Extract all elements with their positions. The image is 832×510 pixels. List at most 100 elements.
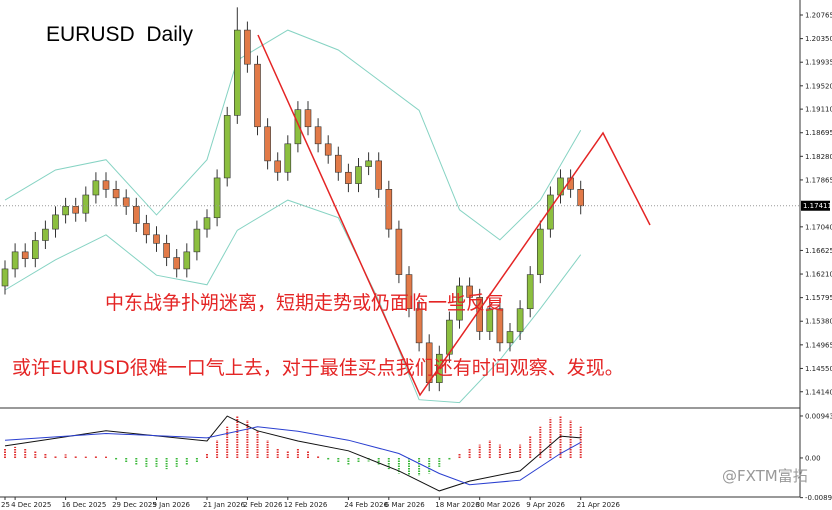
candle-body: [334, 154, 342, 173]
candle-body: [324, 143, 332, 156]
candle-body: [72, 206, 79, 214]
x-tick-label: 9 Jan 2026: [153, 501, 191, 509]
candle-body: [365, 160, 372, 167]
candle-body: [203, 217, 211, 230]
candle-body: [213, 177, 221, 219]
candle-body: [92, 180, 100, 196]
candle-body: [405, 274, 413, 310]
y-tick-label: 1.19110: [805, 106, 832, 114]
y-tick-label: 1.20350: [805, 35, 832, 43]
current-price-label: 1.17411: [803, 202, 832, 210]
candle-body: [234, 29, 241, 116]
candle-body: [557, 177, 564, 196]
x-tick-label: 21 Apr 2026: [577, 501, 621, 509]
candle-body: [42, 228, 49, 241]
x-tick-label: 30 Mar 2026: [476, 501, 521, 509]
candle-body: [466, 285, 473, 298]
candle-body: [52, 214, 59, 230]
candle-body: [193, 228, 201, 253]
candle-body: [82, 194, 90, 214]
x-tick-label: 6 Mar 2026: [385, 501, 425, 509]
annotation: 中东战争扑朔迷离，短期走势或仍面临一些反复: [105, 292, 504, 314]
watermark: @FXTM富拓: [722, 467, 808, 485]
y-tick-label: 1.19520: [805, 82, 832, 90]
indicator-tick-label: -0.008917: [805, 494, 832, 502]
y-tick-label: 1.19935: [805, 59, 832, 67]
candle-body: [486, 308, 494, 332]
candle-body: [355, 166, 362, 184]
y-tick-label: 1.15795: [805, 294, 832, 302]
x-tick-label: 16 Dec 2025: [62, 501, 107, 509]
x-tick-label: 4 Dec 2025: [11, 501, 51, 509]
candle-body: [21, 251, 29, 259]
y-tick-label: 1.14550: [805, 365, 832, 373]
candle-body: [274, 160, 282, 173]
x-tick-label: 12 Feb 2026: [284, 501, 328, 509]
candle-body: [173, 257, 180, 270]
band-upper: [4, 29, 582, 241]
indicator-line: [4, 415, 581, 492]
candle-body: [244, 29, 251, 65]
y-tick-label: 1.14140: [805, 388, 832, 396]
candle-body: [294, 109, 302, 145]
candle-body: [536, 228, 544, 275]
candle-body: [304, 109, 312, 128]
candle-body: [62, 206, 69, 216]
candle-body: [415, 308, 423, 344]
candle-body: [506, 331, 514, 344]
candle-body: [395, 228, 403, 275]
x-tick-label: 2 Feb 2026: [243, 501, 283, 509]
candle-body: [385, 189, 393, 230]
candle-body: [375, 160, 383, 190]
plot: 1.20765 1.20350 1.19935 1.19520 1.19110 1.186…: [0, 7, 832, 509]
candle-body: [133, 206, 140, 224]
candle-body: [143, 223, 150, 236]
x-tick-label: 21 Jan 2026: [203, 501, 246, 509]
trend-lines: [257, 34, 651, 397]
candle-body: [102, 180, 110, 190]
band-lower: [4, 199, 582, 404]
candle-body: [284, 143, 292, 173]
candle-body: [153, 234, 160, 244]
y-tick-label: 1.15380: [805, 318, 832, 326]
candle-body: [456, 285, 463, 321]
candle-body: [446, 319, 453, 355]
candle-body: [163, 243, 170, 258]
x-tick-label: 25: [1, 501, 10, 509]
candle-body: [264, 126, 271, 162]
candle-body: [1, 268, 9, 287]
candle-body: [183, 251, 191, 270]
candle-body: [516, 308, 524, 332]
y-tick-label: 1.18695: [805, 129, 832, 137]
current-price-box: [801, 200, 830, 211]
x-tick-label: 24 Feb 2026: [344, 501, 388, 509]
annotation: 或许EURUSD很难一口气上去，对于最佳买点我们还有时间观察、发现。: [12, 357, 624, 379]
candle-body: [345, 171, 352, 184]
candle-body: [526, 274, 534, 310]
candle-body: [11, 251, 19, 270]
candle-body: [223, 115, 231, 179]
x-tick-label: 9 Apr 2026: [526, 501, 565, 509]
x-tick-label: 18 Mar 2026: [435, 501, 480, 509]
y-tick-label: 1.16210: [805, 271, 832, 279]
candle-body: [577, 189, 585, 207]
indicator-line: [4, 426, 581, 486]
candle-body: [112, 189, 120, 199]
candle-body: [122, 197, 130, 207]
candle-body: [314, 126, 322, 145]
x-tick-label: 29 Dec 2025: [112, 501, 157, 509]
y-tick-label: 1.14965: [805, 341, 832, 349]
chart-title: EURUSD Daily: [46, 23, 194, 46]
candle-body: [254, 63, 261, 128]
candle-body: [31, 240, 39, 259]
y-tick-label: 1.17865: [805, 176, 832, 184]
y-tick-label: 1.20765: [805, 12, 832, 20]
y-tick-label: 1.17040: [805, 223, 832, 231]
candle-body: [496, 308, 504, 344]
indicator-tick-label: 0.0094329: [805, 412, 832, 420]
y-tick-label: 1.16625: [805, 247, 832, 255]
indicator-tick-label: 0.00: [805, 454, 821, 462]
y-tick-label: 1.18280: [805, 153, 832, 161]
